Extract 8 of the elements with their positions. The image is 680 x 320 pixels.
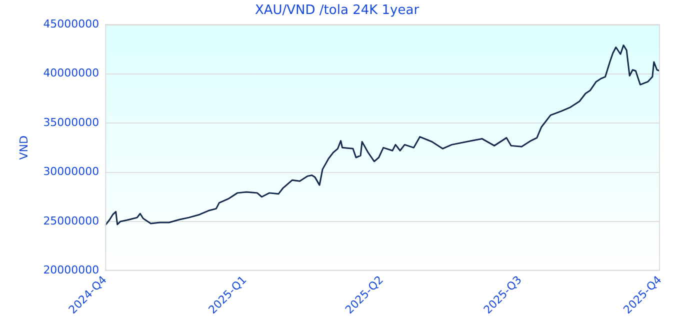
chart-title: XAU/VND /tola 24K 1year — [254, 3, 420, 18]
y-tick-label: 45000000 — [43, 17, 100, 30]
y-tick-label: 20000000 — [43, 264, 100, 277]
y-tick-label: 25000000 — [43, 214, 100, 228]
y-tick-label: 35000000 — [43, 116, 100, 129]
y-axis-title: VND — [17, 136, 30, 160]
y-tick-label: 40000000 — [43, 66, 100, 80]
y-tick-label: 30000000 — [43, 165, 100, 178]
